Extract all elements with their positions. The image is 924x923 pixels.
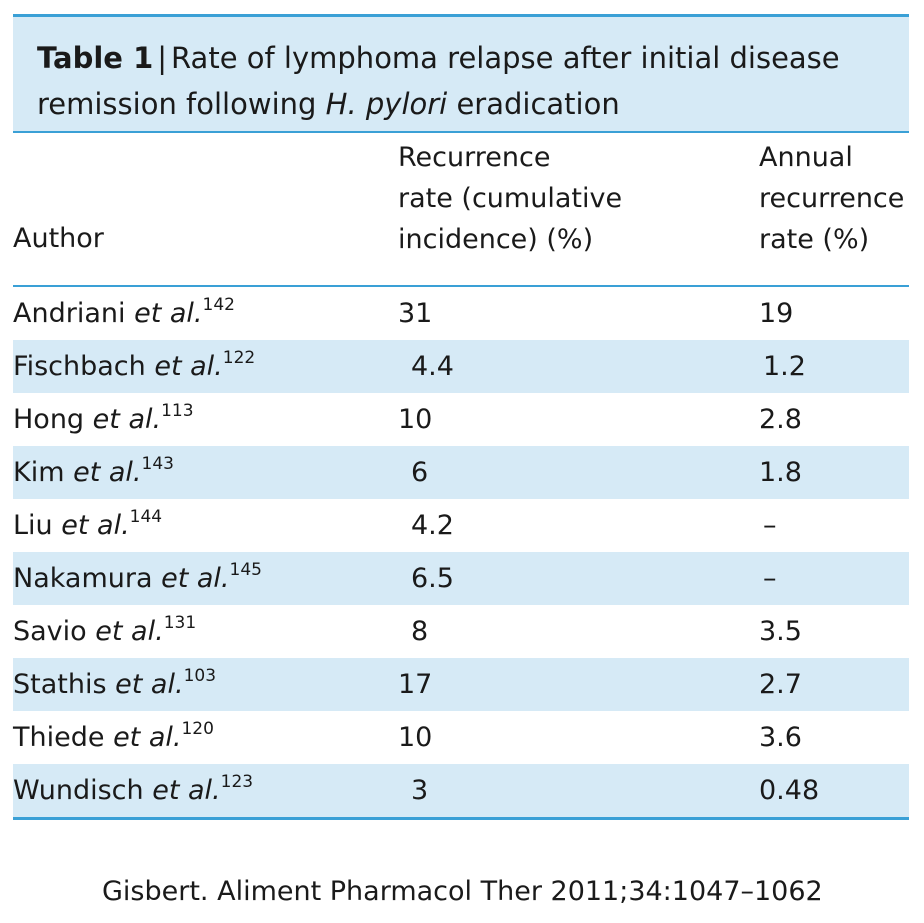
- table-row: Savio et al.131 8 3.5: [13, 605, 909, 658]
- author-cell: Kim et al.143: [13, 456, 174, 490]
- recurrence-cell: 4.4: [411, 351, 454, 382]
- reference-number: 143: [141, 454, 174, 474]
- caption-label: Table 1: [37, 41, 154, 75]
- table-row: Thiede et al.120 10 3.6: [13, 711, 909, 764]
- table-row: Liu et al.144 4.2 –: [13, 499, 909, 552]
- recurrence-cell: 8: [411, 616, 429, 647]
- table-row: Stathis et al.103 17 2.7: [13, 658, 909, 711]
- et-al: et al.: [61, 510, 130, 541]
- annual-cell: 3.5: [759, 616, 802, 647]
- header-recurrence: Recurrence rate (cumulative incidence) (…: [398, 137, 622, 260]
- annual-cell: –: [763, 510, 777, 541]
- author-cell: Nakamura et al.145: [13, 562, 262, 596]
- caption-organism: H. pylori: [325, 87, 448, 121]
- header-rule: [13, 285, 909, 287]
- annual-cell: 2.7: [759, 669, 802, 700]
- reference-number: 123: [220, 772, 254, 792]
- header-recurrence-line-1: Recurrence: [398, 142, 551, 173]
- recurrence-cell: 6.5: [411, 563, 454, 594]
- et-al: et al.: [113, 722, 182, 753]
- table-caption: Table 1 | Rate of lymphoma relapse after i…: [13, 17, 909, 131]
- author-name: Fischbach: [13, 351, 146, 382]
- annual-cell: 0.48: [759, 775, 820, 806]
- annual-cell: 2.8: [759, 404, 802, 435]
- header-recurrence-line-3: incidence) (%): [398, 224, 594, 255]
- author-cell: Savio et al.131: [13, 615, 196, 649]
- et-al: et al.: [95, 616, 164, 647]
- header-annual-line-3: rate (%): [759, 224, 870, 255]
- table-row: Wundisch et al.123 3 0.48: [13, 764, 909, 817]
- annual-cell: –: [763, 563, 777, 594]
- table-bottom-rule: [13, 817, 909, 820]
- table-row: Nakamura et al.145 6.5 –: [13, 552, 909, 605]
- header-author: Author: [13, 223, 104, 254]
- et-al: et al.: [115, 669, 184, 700]
- author-cell: Fischbach et al.122: [13, 350, 255, 384]
- recurrence-cell: 6: [411, 457, 429, 488]
- et-al: et al.: [92, 404, 162, 435]
- recurrence-cell: 17: [398, 669, 433, 700]
- reference-number: 145: [229, 560, 262, 580]
- recurrence-cell: 10: [398, 722, 433, 753]
- author-cell: Andriani et al.142: [13, 297, 235, 331]
- caption-separator: |: [157, 41, 168, 75]
- recurrence-cell: 10: [398, 404, 433, 435]
- table-header: Author Recurrence rate (cumulative incid…: [13, 133, 909, 285]
- lymphoma-relapse-table: Table 1 | Rate of lymphoma relapse after i…: [13, 14, 909, 820]
- author-name: Stathis: [13, 669, 107, 700]
- author-name: Andriani: [13, 298, 126, 329]
- author-name: Hong: [13, 404, 85, 435]
- reference-number: 103: [183, 666, 217, 686]
- reference-number: 131: [163, 613, 197, 633]
- table-row: Andriani et al.142 31 19: [13, 287, 909, 340]
- annual-cell: 1.8: [759, 457, 802, 488]
- reference-number: 142: [202, 295, 235, 315]
- author-name: Nakamura: [13, 563, 153, 594]
- et-al: et al.: [154, 351, 223, 382]
- author-name: Thiede: [13, 722, 105, 753]
- reference-number: 113: [161, 401, 194, 421]
- table-row: Fischbach et al.122 4.4 1.2: [13, 340, 909, 393]
- caption-text-end: eradication: [447, 87, 620, 121]
- reference-number: 122: [222, 348, 256, 368]
- table-row: Hong et al.113 10 2.8: [13, 393, 909, 446]
- caption-rule: [13, 131, 909, 133]
- caption-text-start: Rate of lymphoma relapse after initial d…: [37, 41, 840, 121]
- et-al: et al.: [134, 298, 203, 329]
- annual-cell: 19: [759, 298, 794, 329]
- author-name: Wundisch: [13, 775, 144, 806]
- table-top-rule: [13, 14, 909, 17]
- recurrence-cell: 3: [411, 775, 429, 806]
- reference-number: 144: [129, 507, 163, 527]
- header-annual-line-2: recurrence: [759, 183, 905, 214]
- header-annual-line-1: Annual: [759, 142, 853, 173]
- author-cell: Hong et al.113: [13, 403, 194, 437]
- recurrence-cell: 4.2: [411, 510, 454, 541]
- author-cell: Wundisch et al.123: [13, 774, 253, 808]
- et-al: et al.: [73, 457, 142, 488]
- reference-number: 120: [181, 719, 214, 739]
- et-al: et al.: [152, 775, 221, 806]
- author-cell: Stathis et al.103: [13, 668, 216, 702]
- author-name: Liu: [13, 510, 53, 541]
- annual-cell: 1.2: [763, 351, 806, 382]
- table-row: Kim et al.143 6 1.8: [13, 446, 909, 499]
- source-citation: Gisbert. Aliment Pharmacol Ther 2011;34:…: [102, 876, 823, 907]
- author-cell: Liu et al.144: [13, 509, 162, 543]
- table-body: Andriani et al.142 31 19 Fischbach et al…: [13, 287, 909, 817]
- annual-cell: 3.6: [759, 722, 802, 753]
- header-annual: Annual recurrence rate (%): [759, 137, 904, 260]
- header-recurrence-line-2: rate (cumulative: [398, 183, 623, 214]
- et-al: et al.: [161, 563, 230, 594]
- recurrence-cell: 31: [398, 298, 433, 329]
- author-name: Savio: [13, 616, 87, 647]
- author-name: Kim: [13, 457, 65, 488]
- author-cell: Thiede et al.120: [13, 721, 214, 755]
